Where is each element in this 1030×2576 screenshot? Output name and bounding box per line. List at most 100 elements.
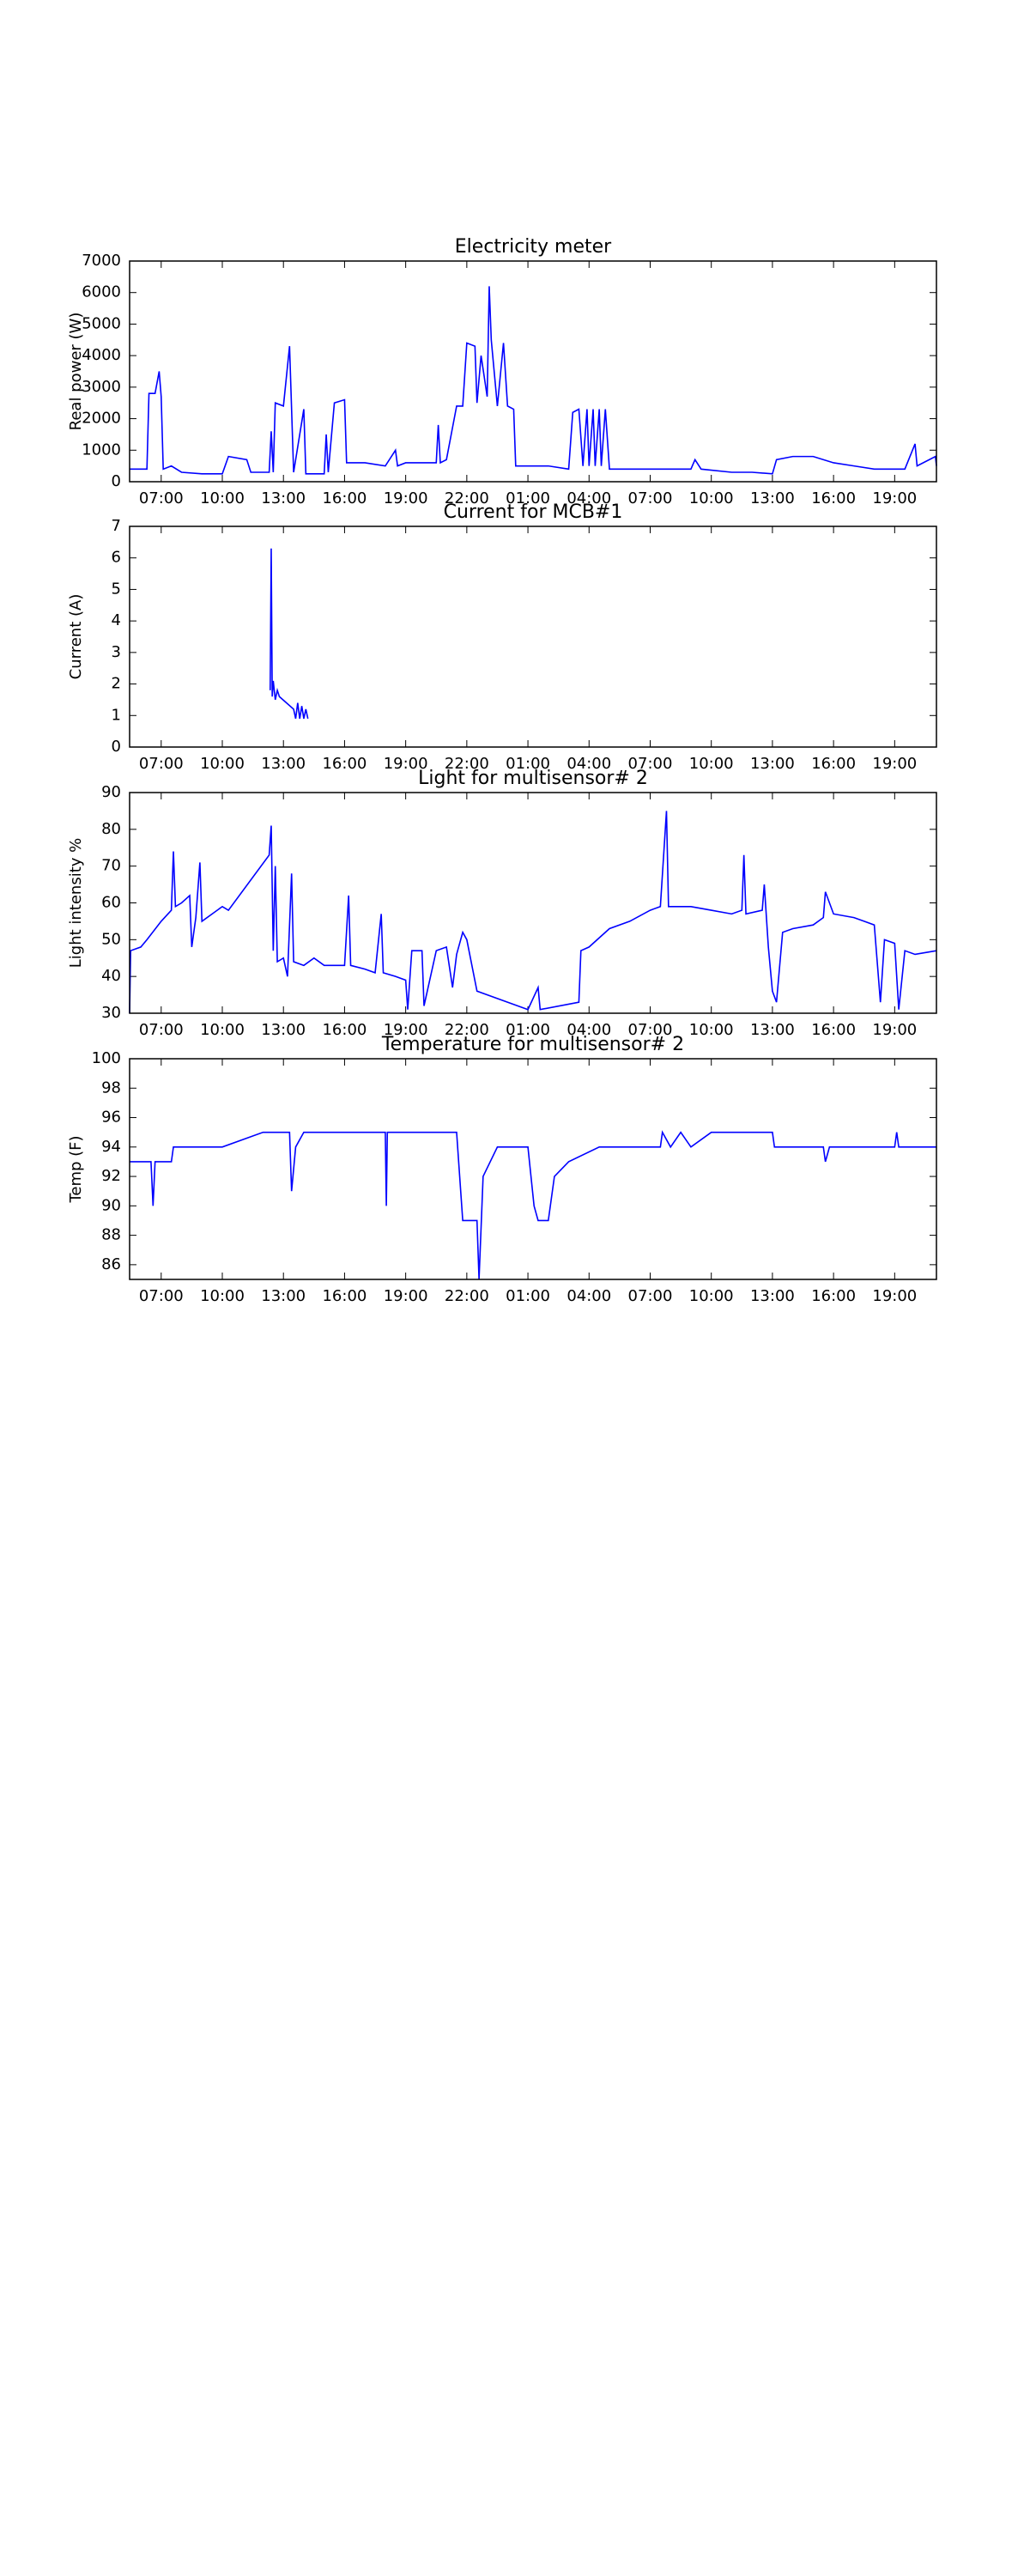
y-tick-label: 90: [101, 783, 121, 801]
y-tick-label: 1000: [82, 440, 121, 459]
chart-title: Electricity meter: [455, 236, 612, 258]
x-tick-label: 01:00: [506, 755, 550, 773]
x-tick-label: 13:00: [261, 1021, 306, 1039]
y-tick-label: 2: [112, 675, 121, 693]
data-line: [130, 1130, 936, 1280]
y-tick-label: 50: [101, 930, 121, 948]
x-tick-label: 19:00: [872, 1021, 917, 1039]
y-tick-label: 86: [101, 1255, 121, 1273]
x-tick-label: 04:00: [566, 755, 611, 773]
x-tick-label: 13:00: [750, 1287, 795, 1305]
x-tick-label: 19:00: [872, 489, 917, 507]
x-tick-label: 13:00: [261, 755, 306, 773]
chart-title: Current for MCB#1: [444, 501, 623, 523]
y-tick-label: 5000: [82, 314, 121, 332]
x-tick-label: 07:00: [628, 489, 673, 507]
y-tick-label: 5: [112, 580, 121, 598]
y-tick-label: 3000: [82, 378, 121, 396]
y-tick-label: 3: [112, 643, 121, 661]
x-tick-label: 19:00: [384, 1287, 428, 1305]
axes-frame: [129, 526, 937, 748]
x-tick-label: 07:00: [139, 1021, 184, 1039]
x-tick-label: 13:00: [750, 489, 795, 507]
x-tick-label: 01:00: [506, 1021, 550, 1039]
y-tick-label: 60: [101, 894, 121, 912]
x-tick-label: 19:00: [384, 489, 428, 507]
x-tick-label: 16:00: [322, 489, 367, 507]
y-tick-label: 88: [101, 1226, 121, 1244]
y-tick-label: 94: [101, 1138, 121, 1156]
y-tick-label: 7000: [82, 252, 121, 270]
x-tick-label: 10:00: [689, 1287, 734, 1305]
x-tick-label: 01:00: [506, 489, 550, 507]
x-tick-label: 16:00: [322, 1021, 367, 1039]
y-tick-label: 96: [101, 1109, 121, 1127]
x-tick-label: 01:00: [506, 1287, 550, 1305]
x-tick-label: 16:00: [811, 755, 856, 773]
y-tick-label: 0: [112, 472, 121, 490]
axes-frame: [129, 1058, 937, 1280]
y-axis-label: Current (A): [67, 594, 85, 680]
x-tick-label: 10:00: [200, 1021, 245, 1039]
chart-title: Light for multisensor# 2: [418, 768, 648, 789]
data-line: [269, 548, 309, 720]
y-tick-label: 7: [112, 517, 121, 535]
x-tick-label: 07:00: [628, 1021, 673, 1039]
y-tick-label: 1: [112, 706, 121, 724]
x-tick-label: 13:00: [261, 489, 306, 507]
x-tick-label: 22:00: [445, 1287, 489, 1305]
x-tick-label: 10:00: [689, 755, 734, 773]
y-tick-label: 2000: [82, 410, 121, 428]
y-tick-label: 6: [112, 549, 121, 567]
y-tick-label: 70: [101, 857, 121, 875]
y-tick-label: 4000: [82, 346, 121, 364]
x-tick-label: 22:00: [445, 489, 489, 507]
x-tick-label: 13:00: [750, 1021, 795, 1039]
x-tick-label: 04:00: [566, 1287, 611, 1305]
y-tick-label: 4: [112, 611, 121, 629]
axes-frame: [129, 792, 937, 1014]
y-tick-label: 80: [101, 820, 121, 838]
x-tick-label: 10:00: [200, 1287, 245, 1305]
y-tick-label: 90: [101, 1196, 121, 1214]
x-tick-label: 16:00: [811, 1287, 856, 1305]
x-tick-label: 16:00: [322, 1287, 367, 1305]
x-tick-label: 22:00: [445, 1021, 489, 1039]
x-tick-label: 19:00: [872, 1287, 917, 1305]
y-tick-label: 6000: [82, 283, 121, 301]
x-tick-label: 19:00: [384, 755, 428, 773]
x-tick-label: 13:00: [261, 1287, 306, 1305]
y-axis-label: Real power (W): [67, 313, 85, 431]
x-tick-label: 16:00: [811, 489, 856, 507]
x-tick-label: 19:00: [872, 755, 917, 773]
y-tick-label: 92: [101, 1167, 121, 1185]
data-line: [129, 811, 937, 1014]
x-tick-label: 16:00: [811, 1021, 856, 1039]
axes-frame: [129, 260, 937, 483]
x-tick-label: 04:00: [566, 489, 611, 507]
x-tick-label: 19:00: [384, 1021, 428, 1039]
y-axis-label: Temp (F): [67, 1135, 85, 1203]
x-tick-label: 22:00: [445, 755, 489, 773]
x-tick-label: 07:00: [139, 1287, 184, 1305]
x-tick-label: 07:00: [139, 489, 184, 507]
data-line: [130, 286, 937, 475]
x-tick-label: 13:00: [750, 755, 795, 773]
x-tick-label: 10:00: [689, 1021, 734, 1039]
x-tick-label: 07:00: [628, 755, 673, 773]
y-tick-label: 0: [112, 738, 121, 756]
y-tick-label: 30: [101, 1004, 121, 1022]
x-tick-label: 10:00: [200, 755, 245, 773]
x-tick-label: 16:00: [322, 755, 367, 773]
x-tick-label: 04:00: [566, 1021, 611, 1039]
x-tick-label: 10:00: [689, 489, 734, 507]
x-tick-label: 10:00: [200, 489, 245, 507]
x-tick-label: 07:00: [628, 1287, 673, 1305]
y-tick-label: 98: [101, 1078, 121, 1097]
y-tick-label: 40: [101, 967, 121, 985]
x-tick-label: 07:00: [139, 755, 184, 773]
chart-title: Temperature for multisensor# 2: [381, 1034, 684, 1055]
y-tick-label: 100: [92, 1049, 121, 1067]
